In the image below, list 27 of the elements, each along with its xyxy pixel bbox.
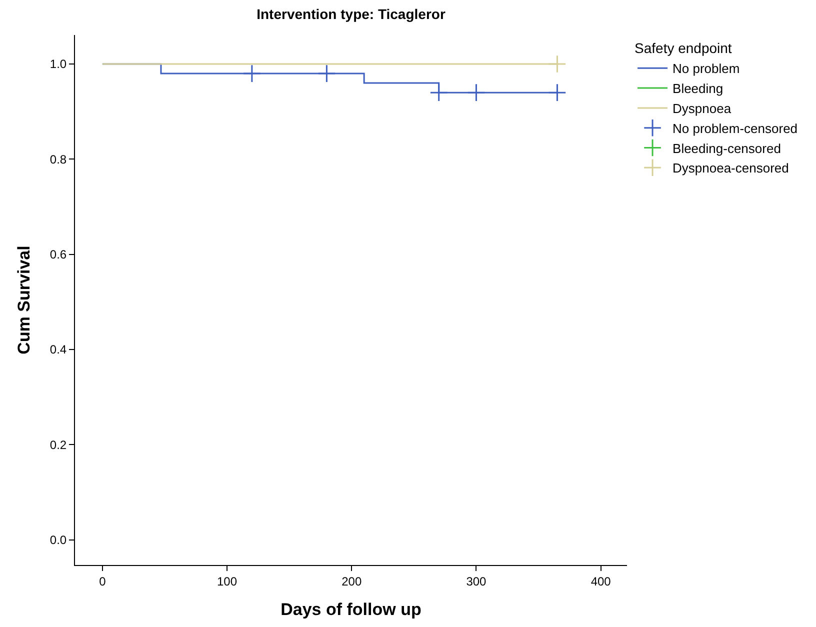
legend-label: Dyspnoea <box>672 101 732 116</box>
legend-title: Safety endpoint <box>634 40 732 56</box>
y-tick-label: 1.0 <box>50 57 67 72</box>
legend-label: Dyspnoea-censored <box>672 160 789 176</box>
x-axis-title: Days of follow up <box>280 600 422 619</box>
point <box>430 83 448 102</box>
x-tick-label: 100 <box>217 574 238 588</box>
y-tick-label: 0.4 <box>50 342 67 357</box>
point <box>242 64 262 83</box>
x-tick-label: 0 <box>99 574 106 588</box>
point <box>548 83 566 102</box>
chart-title: Intervention type: Ticagleror <box>256 6 446 22</box>
legend-label: Bleeding-censored <box>672 140 781 156</box>
x-tick-label: 300 <box>466 574 487 588</box>
legend-label: No problem <box>672 61 740 76</box>
point <box>548 54 566 74</box>
point <box>467 83 486 102</box>
x-tick-label: 400 <box>590 574 612 588</box>
legend-label: No problem-censored <box>672 120 798 136</box>
point <box>318 64 336 83</box>
y-tick-label: 0.2 <box>50 438 67 452</box>
y-tick-label: 0.0 <box>50 532 67 547</box>
y-tick-label: 0.8 <box>50 152 67 166</box>
x-tick-label: 200 <box>342 574 362 588</box>
y-axis-title: Cum Survival <box>14 246 34 354</box>
legend-label: Bleeding <box>672 81 724 96</box>
y-tick-label: 0.6 <box>50 248 67 262</box>
